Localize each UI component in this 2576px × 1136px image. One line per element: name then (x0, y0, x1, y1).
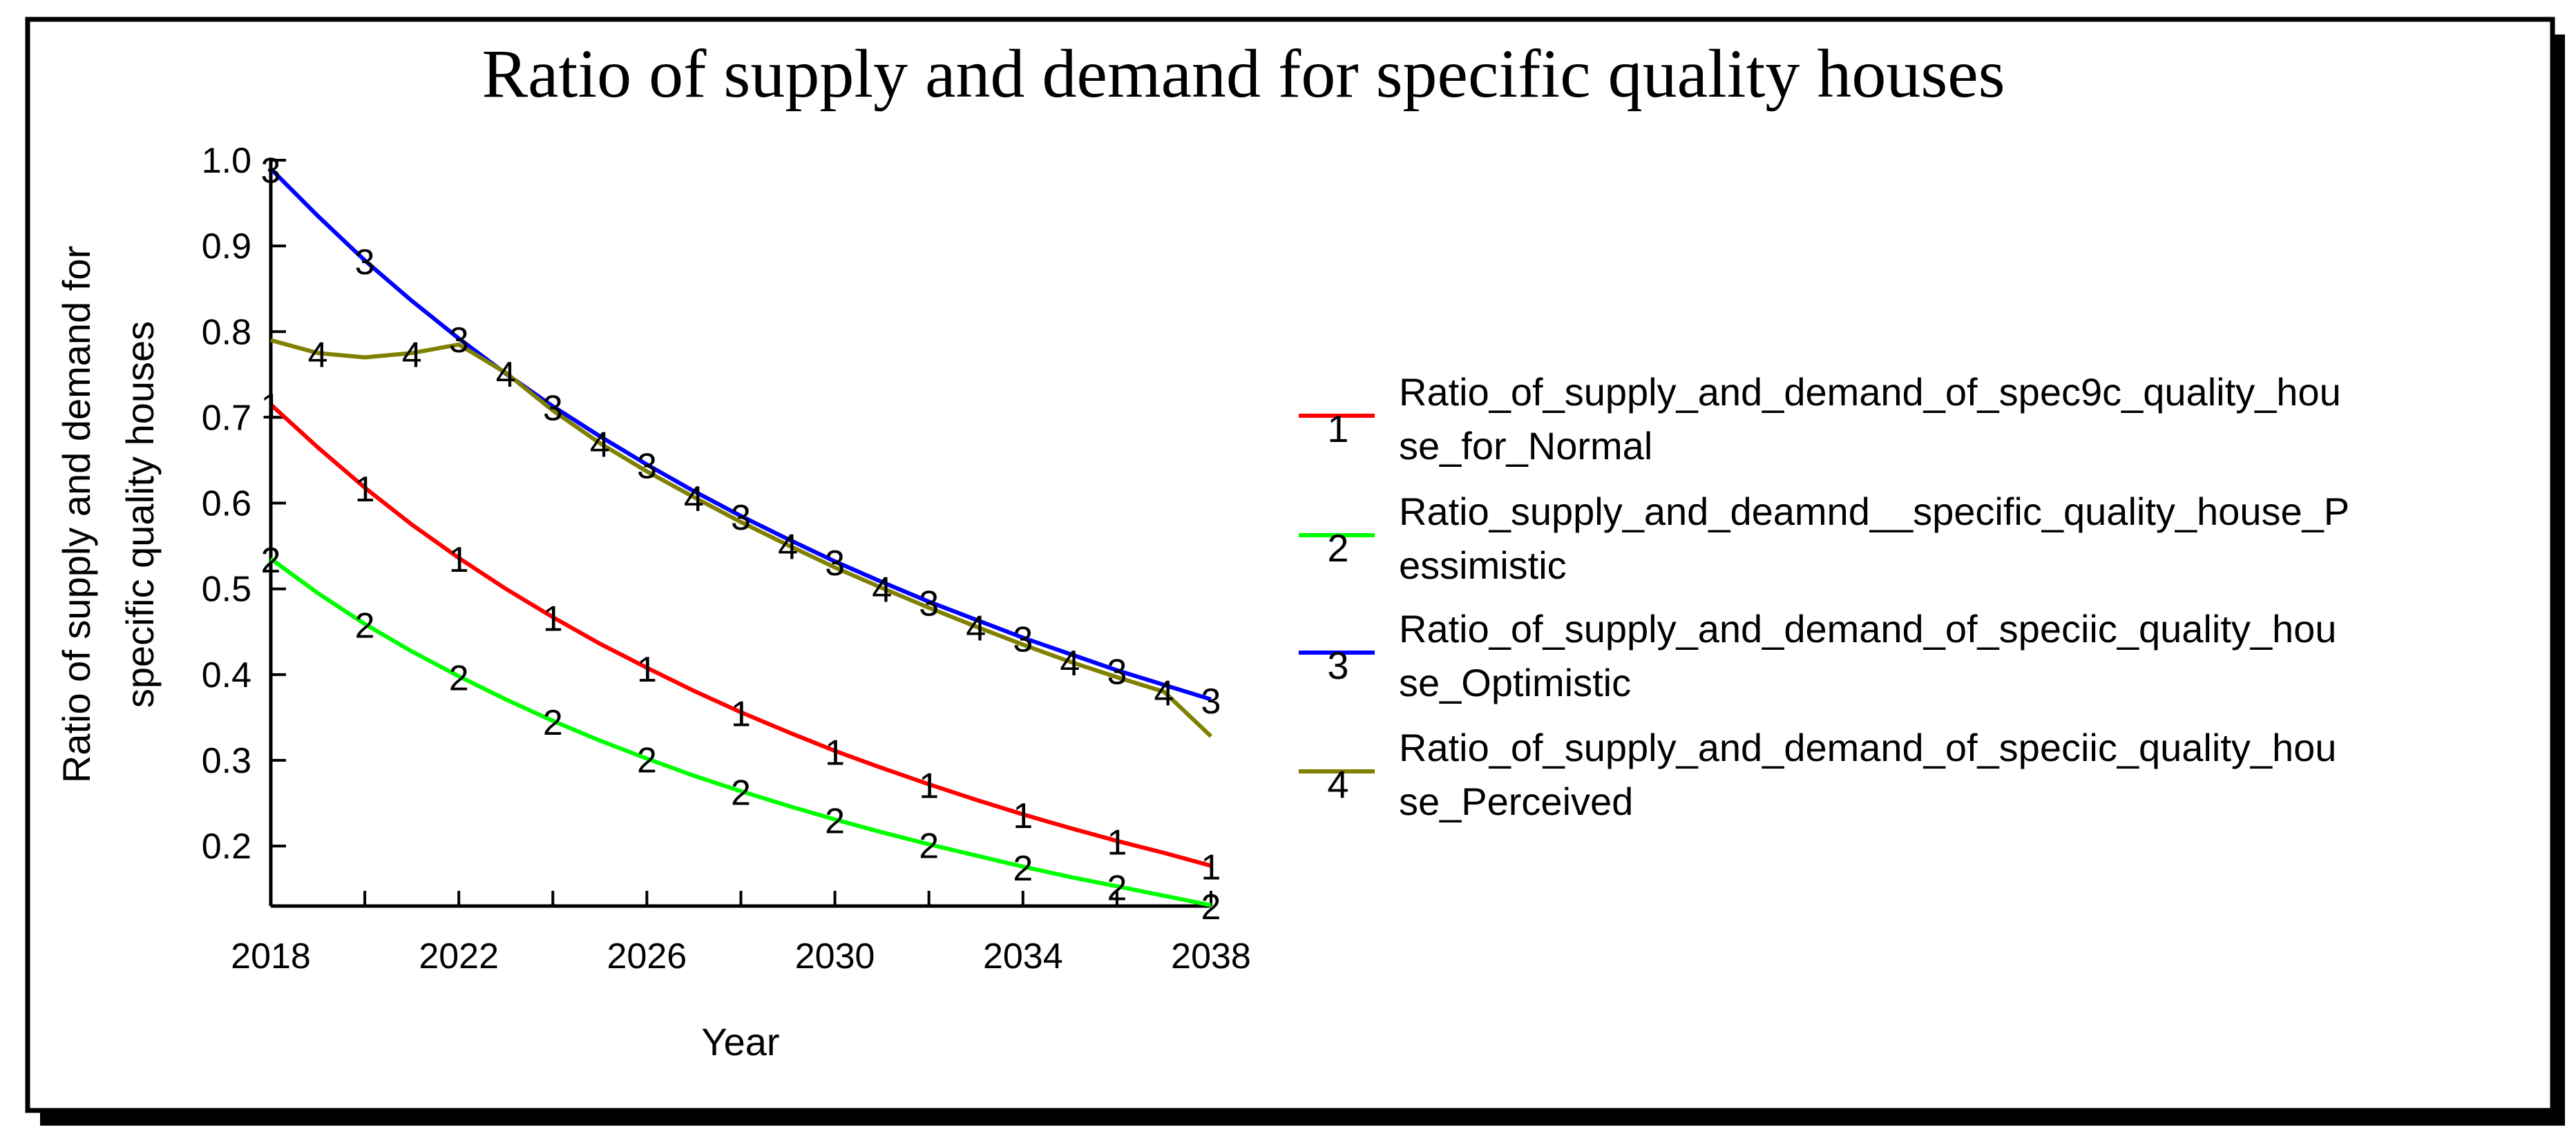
series-4-point-marker: 4 (684, 479, 704, 519)
series-line-4 (270, 338, 1213, 738)
legend-marker-2: 2 (1327, 526, 1348, 570)
series-4-point-marker: 4 (496, 355, 516, 395)
series-3-point-marker: 3 (1013, 619, 1033, 660)
series-1-point-marker: 1 (919, 767, 939, 807)
y-tick-label: 0.5 (202, 570, 251, 610)
series-4-point-marker: 4 (778, 527, 798, 567)
series-3-point-marker: 3 (825, 543, 845, 584)
y-tick-label: 0.6 (202, 484, 251, 524)
legend-marker-1: 1 (1327, 407, 1348, 450)
y-axis-label-line2: specific quality houses (118, 321, 162, 708)
legend-label-2-line2: essimistic (1399, 543, 1567, 587)
series-2-point-marker: 2 (543, 703, 563, 743)
series-line-3 (269, 167, 1212, 702)
series-3-point-marker: 3 (261, 151, 281, 191)
series-3-point-marker: 3 (637, 447, 657, 487)
series-2-point-marker: 2 (1107, 868, 1127, 908)
series-1-point-marker: 1 (825, 733, 845, 773)
x-tick-label: 2018 (231, 936, 311, 976)
legend-marker-3: 3 (1327, 644, 1348, 687)
legend-label-2-line1: Ratio_supply_and_deamnd__specific_qualit… (1399, 490, 2349, 533)
series-lines-group (269, 167, 1213, 907)
y-tick-label: 0.7 (202, 398, 251, 438)
legend-label-3-line1: Ratio_of_supply_and_demand_of_speciic_qu… (1399, 607, 2336, 651)
series-4-point-marker: 4 (402, 335, 422, 375)
series-3-point-marker: 3 (919, 584, 939, 624)
legend-label-1-line2: se_for_Normal (1399, 424, 1652, 468)
y-axis-label-line1: Ratio of supply and demand for (55, 246, 98, 783)
y-tick-label: 0.9 (202, 227, 251, 267)
series-1-point-marker: 1 (731, 694, 751, 734)
series-1-point-marker: 1 (637, 650, 657, 690)
series-2-point-marker: 2 (1201, 887, 1221, 927)
series-2-point-marker: 2 (1013, 849, 1033, 889)
legend-marker-4: 4 (1327, 762, 1348, 806)
series-2-point-marker: 2 (731, 773, 751, 814)
series-4-point-marker: 4 (1154, 674, 1174, 714)
series-1-point-marker: 1 (1107, 823, 1127, 863)
chart-title: Ratio of supply and demand for specific … (481, 35, 2005, 112)
series-1-point-marker: 1 (543, 599, 563, 639)
x-axis-label: Year (701, 1020, 779, 1063)
legend-label-4-line1: Ratio_of_supply_and_demand_of_speciic_qu… (1399, 726, 2336, 769)
series-2-point-marker: 2 (637, 740, 657, 780)
x-tick-label: 2034 (983, 936, 1063, 976)
series-3-point-marker: 3 (731, 498, 751, 538)
series-3-point-marker: 3 (543, 388, 563, 428)
legend-label-4-line2: se_Perceived (1399, 780, 1633, 823)
y-tick-label: 0.8 (202, 312, 251, 352)
series-line-1 (269, 403, 1212, 868)
series-4-point-marker: 4 (1060, 644, 1080, 684)
y-tick-label: 0.4 (202, 655, 251, 695)
series-1-point-marker: 1 (261, 387, 281, 427)
series-1-point-marker: 1 (449, 540, 469, 580)
series-4-point-marker: 4 (308, 335, 328, 375)
y-tick-label: 1.0 (202, 141, 251, 181)
x-tick-label: 2026 (607, 936, 687, 976)
series-3-point-marker: 3 (1107, 653, 1127, 693)
y-tick-label: 0.2 (202, 827, 251, 867)
legend-label-1-line1: Ratio_of_supply_and_demand_of_spec9c_qua… (1399, 370, 2341, 414)
series-2-point-marker: 2 (919, 827, 939, 867)
series-2-point-marker: 2 (825, 802, 845, 842)
x-tick-label: 2022 (419, 936, 499, 976)
legend-label-3-line2: se_Optimistic (1399, 661, 1631, 704)
series-2-point-marker: 2 (355, 606, 375, 646)
series-2-point-marker: 2 (449, 658, 469, 698)
frame-border (25, 17, 2555, 1113)
y-tick-label: 0.3 (202, 741, 251, 781)
series-4-point-marker: 4 (872, 570, 892, 610)
series-1-point-marker: 1 (1013, 796, 1033, 836)
series-1-point-marker: 1 (1201, 848, 1221, 888)
series-3-point-marker: 3 (449, 320, 469, 360)
series-4-point-marker: 4 (966, 608, 986, 648)
series-4-point-marker: 4 (590, 425, 610, 465)
legend: 1 Ratio_of_supply_and_demand_of_spec9c_qu… (1299, 370, 2349, 823)
x-tick-label: 2030 (795, 936, 875, 976)
series-line-2 (269, 557, 1212, 907)
series-1-point-marker: 1 (355, 470, 375, 510)
series-2-point-marker: 2 (261, 541, 281, 581)
x-tick-label: 2038 (1171, 936, 1251, 976)
axes-group: 0.2 0.3 0.4 0.5 0.6 0.7 0.8 0.9 1.0 2018 2022 2026 2… (202, 141, 1251, 976)
series-3-point-marker: 3 (355, 242, 375, 282)
series-3-point-marker: 3 (1201, 682, 1221, 722)
